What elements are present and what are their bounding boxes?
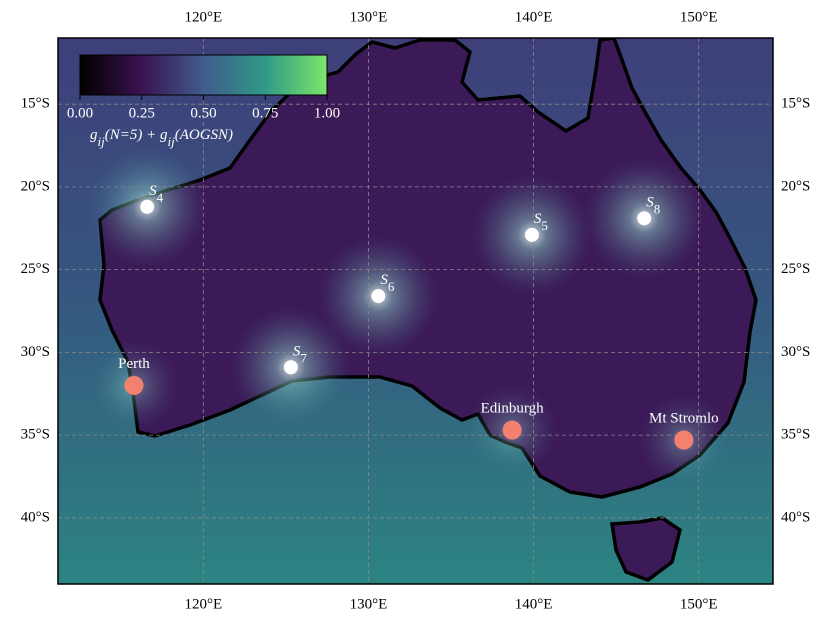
tasmania: [609, 516, 682, 582]
station: [371, 289, 386, 304]
station-index: 4: [157, 190, 164, 205]
station-symbol: S: [534, 211, 542, 227]
site: [502, 420, 522, 440]
y-tick-label: 15°S: [21, 96, 50, 112]
station: [140, 199, 155, 214]
y-tick-label: 40°S: [21, 509, 50, 525]
y-tick-label: 25°S: [781, 261, 810, 277]
station-symbol: S: [293, 344, 301, 360]
site-label: Edinburgh: [481, 401, 545, 417]
label-part: (N=5) + g: [105, 127, 168, 143]
station-label: S4: [149, 183, 164, 205]
station: [524, 227, 539, 242]
label-subscript: ij: [98, 134, 106, 149]
x-tick-label: 130°E: [350, 9, 388, 25]
station-index: 8: [654, 202, 661, 217]
site-label: Mt Stromlo: [649, 410, 719, 426]
colorbar-tick-label: 1.00: [314, 105, 340, 121]
colorbar-tick-label: 0.75: [252, 105, 278, 121]
station-index: 7: [300, 351, 307, 366]
y-tick-label: 40°S: [781, 509, 810, 525]
station-index: 5: [541, 218, 548, 233]
y-tick-label: 30°S: [21, 344, 50, 360]
x-tick-label: 150°E: [680, 596, 718, 612]
station-index: 6: [388, 280, 395, 295]
y-tick-label: 25°S: [21, 261, 50, 277]
label-part: (AOGSN): [175, 127, 233, 143]
station-label: S8: [646, 195, 660, 217]
colorbar-tick-label: 0.25: [129, 105, 155, 121]
x-tick-label: 130°E: [350, 596, 388, 612]
colorbar-tick-label: 0.50: [190, 105, 216, 121]
colorbar-tick-label: 0.00: [67, 105, 93, 121]
x-tick-label: 120°E: [184, 596, 222, 612]
colorbar-label: gij(N=5) + gij(AOGSN): [90, 127, 233, 149]
frame: [57, 37, 774, 585]
map-area: [58, 38, 773, 584]
station-symbol: S: [149, 183, 157, 199]
grid: [58, 38, 773, 584]
site-label: Perth: [118, 356, 150, 372]
y-tick-label: 35°S: [21, 427, 50, 443]
station-symbol: S: [646, 195, 654, 211]
station-label: S5: [534, 211, 548, 233]
site: [124, 375, 144, 395]
y-tick-label: 15°S: [781, 96, 810, 112]
station: [637, 211, 652, 226]
x-tick-label: 150°E: [680, 9, 718, 25]
y-tick-label: 35°S: [781, 427, 810, 443]
station-label: S7: [293, 344, 308, 366]
y-tick-label: 20°S: [21, 178, 50, 194]
y-tick-label: 30°S: [781, 344, 810, 360]
label-part: g: [90, 127, 98, 143]
station-label: S6: [380, 273, 395, 295]
station: [283, 360, 298, 375]
x-tick-label: 120°E: [184, 9, 222, 25]
label-subscript: ij: [167, 134, 175, 149]
colorbar: [79, 54, 328, 96]
x-tick-label: 140°E: [515, 9, 553, 25]
x-tick-label: 140°E: [515, 596, 553, 612]
station-symbol: S: [380, 273, 388, 289]
y-tick-label: 20°S: [781, 178, 810, 194]
site: [674, 430, 694, 450]
